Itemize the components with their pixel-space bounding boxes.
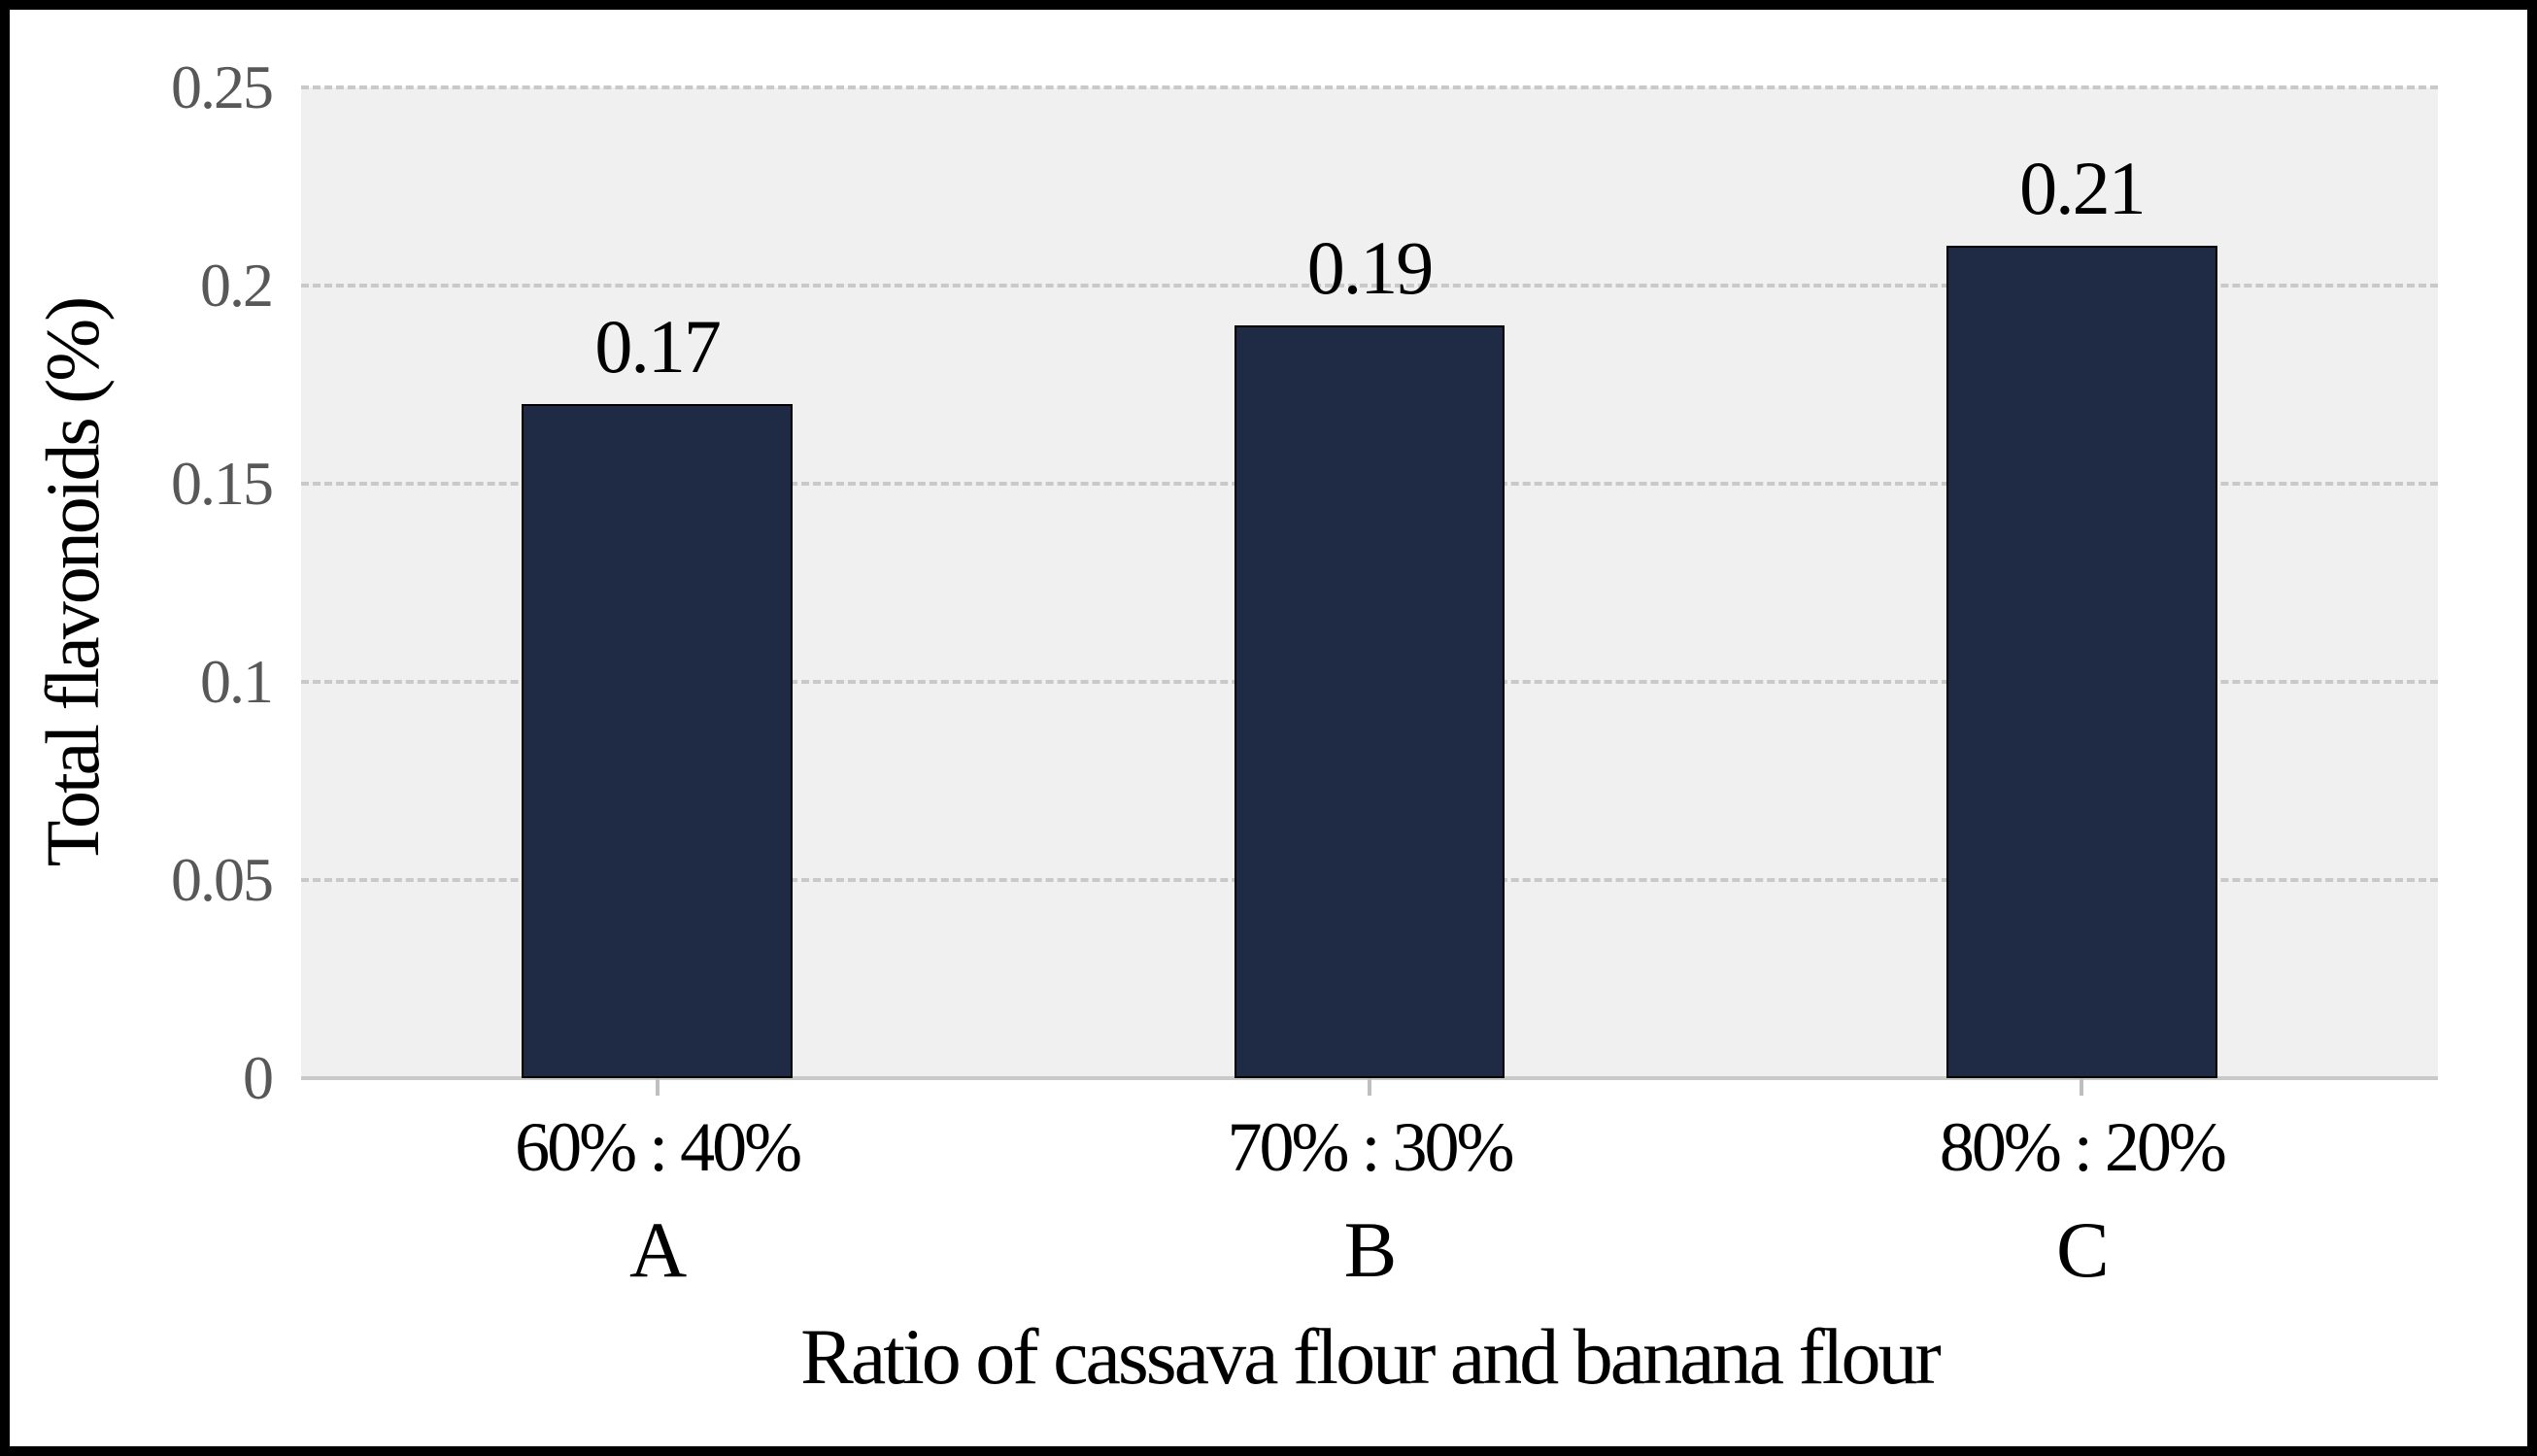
bar-value-label: 0.17 bbox=[594, 303, 720, 390]
bar bbox=[522, 404, 793, 1078]
gridline bbox=[301, 85, 2438, 89]
bar-value-label: 0.19 bbox=[1307, 224, 1433, 312]
x-tick-mark bbox=[1368, 1078, 1371, 1096]
x-category-label: A bbox=[629, 1204, 685, 1296]
bar bbox=[1946, 246, 2217, 1078]
x-tick-ratio-label: 60% : 40% bbox=[515, 1107, 799, 1188]
bar-value-label: 0.21 bbox=[2019, 145, 2145, 232]
x-category-label: C bbox=[2056, 1204, 2108, 1296]
y-tick-label: 0.25 bbox=[10, 56, 272, 119]
x-tick-ratio-label: 70% : 30% bbox=[1228, 1107, 1512, 1188]
bar bbox=[1235, 325, 1505, 1078]
x-tick-mark bbox=[656, 1078, 660, 1096]
x-tick-mark bbox=[2080, 1078, 2083, 1096]
figure-frame: 00.050.10.150.20.25 Total flavonoids (%)… bbox=[0, 0, 2537, 1456]
x-category-label: B bbox=[1344, 1204, 1396, 1296]
x-axis-title: Ratio of cassava flour and banana flour bbox=[800, 1311, 1939, 1403]
y-axis-title: Total flavonoids (%) bbox=[29, 299, 117, 866]
y-tick-label: 0 bbox=[10, 1047, 272, 1109]
x-tick-ratio-label: 80% : 20% bbox=[1940, 1107, 2224, 1188]
